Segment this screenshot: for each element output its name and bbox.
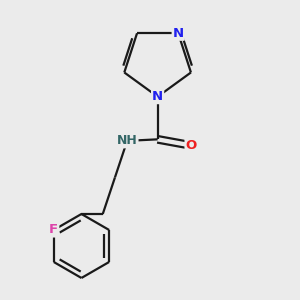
Text: F: F [49, 224, 58, 236]
Text: O: O [185, 139, 197, 152]
Text: N: N [152, 90, 163, 103]
Text: N: N [173, 27, 184, 40]
Text: NH: NH [117, 134, 137, 147]
